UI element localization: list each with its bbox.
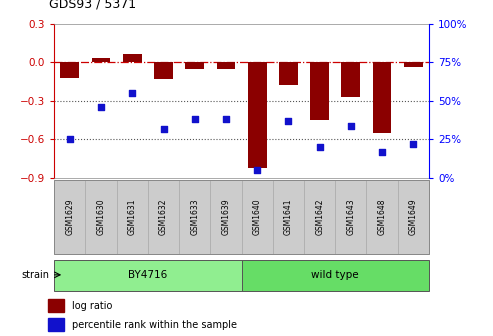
Point [97, 104, 105, 110]
Point [66, 137, 74, 142]
Text: log ratio: log ratio [72, 301, 112, 311]
Text: GSM1641: GSM1641 [284, 199, 293, 235]
Bar [398, 180, 429, 254]
Point [222, 117, 230, 122]
Text: GSM1639: GSM1639 [221, 198, 230, 235]
Point [284, 118, 292, 124]
Bar [273, 180, 304, 254]
Bar [279, 62, 298, 85]
Bar [85, 180, 117, 254]
Bar [61, 62, 79, 78]
Bar [148, 180, 179, 254]
Point [316, 144, 323, 150]
Bar [92, 58, 110, 62]
Text: GDS93 / 5371: GDS93 / 5371 [49, 0, 137, 10]
Text: wild type: wild type [312, 270, 359, 280]
Text: GSM1630: GSM1630 [97, 198, 106, 235]
Text: GSM1649: GSM1649 [409, 198, 418, 235]
Bar [117, 180, 148, 254]
Bar [242, 180, 273, 254]
Text: GSM1631: GSM1631 [128, 199, 137, 235]
Text: GSM1629: GSM1629 [66, 199, 74, 235]
Text: GSM1643: GSM1643 [347, 198, 355, 235]
Bar [242, 260, 429, 291]
Bar [404, 62, 423, 67]
Text: GSM1648: GSM1648 [378, 199, 387, 235]
Bar [216, 62, 235, 69]
Bar [48, 318, 64, 331]
Point [253, 168, 261, 173]
Text: strain: strain [21, 270, 49, 280]
Bar [54, 260, 242, 291]
Bar [366, 180, 398, 254]
Bar [48, 299, 64, 312]
Point [409, 141, 417, 147]
Bar [54, 180, 85, 254]
Bar [154, 62, 173, 79]
Point [378, 149, 386, 155]
Bar [179, 180, 211, 254]
Text: BY4716: BY4716 [128, 270, 168, 280]
Bar [310, 62, 329, 120]
Point [128, 90, 136, 96]
Text: GSM1632: GSM1632 [159, 199, 168, 235]
Text: GSM1640: GSM1640 [253, 198, 262, 235]
Text: GSM1642: GSM1642 [315, 199, 324, 235]
Bar [211, 180, 242, 254]
Bar [373, 62, 391, 133]
Point [347, 123, 355, 128]
Text: percentile rank within the sample: percentile rank within the sample [72, 320, 237, 330]
Bar [304, 180, 335, 254]
Point [191, 117, 199, 122]
Bar [248, 62, 267, 168]
Point [160, 126, 168, 131]
Bar [342, 62, 360, 97]
Text: GSM1633: GSM1633 [190, 198, 199, 235]
Bar [123, 54, 141, 62]
Bar [185, 62, 204, 69]
Bar [335, 180, 366, 254]
